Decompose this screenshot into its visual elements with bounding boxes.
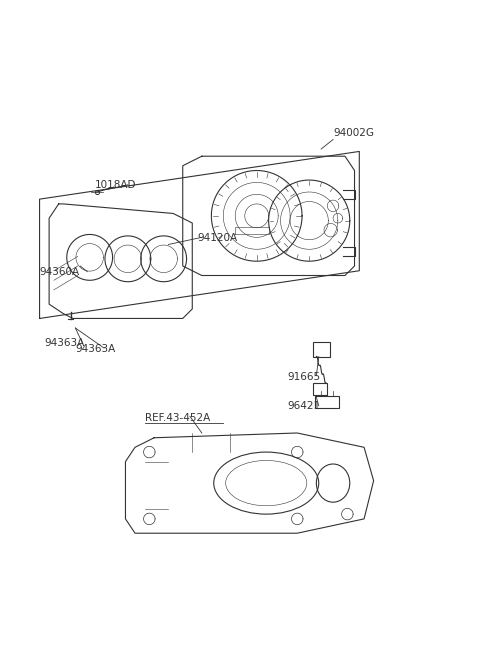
Text: 1018AD: 1018AD <box>95 180 136 190</box>
Text: 94363A: 94363A <box>75 344 116 354</box>
Bar <box>312 342 330 357</box>
Bar <box>315 396 339 407</box>
Text: 94002G: 94002G <box>333 128 374 138</box>
Bar <box>313 383 327 395</box>
Text: 94360A: 94360A <box>39 267 80 277</box>
Text: 96421: 96421 <box>288 401 321 411</box>
Text: REF.43-452A: REF.43-452A <box>144 413 210 422</box>
Text: 91665: 91665 <box>288 372 321 382</box>
Text: 94363A: 94363A <box>44 338 84 348</box>
Text: 94120A: 94120A <box>197 234 237 243</box>
